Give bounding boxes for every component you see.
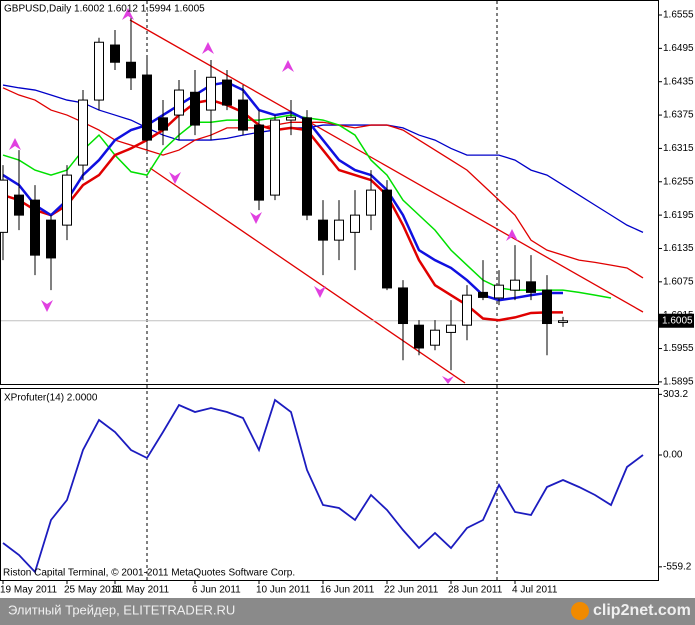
candle-body (286, 116, 296, 121)
x-tick-label: 31 May 2011 (112, 585, 170, 596)
line-series (2, 398, 644, 574)
fractal-up (282, 60, 294, 72)
x-tick-label: 25 May 2011 (64, 585, 122, 596)
candle-body (270, 119, 280, 196)
indicator-title: XProfuter(14) 2.0000 (4, 393, 98, 404)
y-tick-label: 1.6495 (663, 43, 694, 54)
footer-site: Элитный Трейдер, ELITETRADER.RU (8, 602, 235, 617)
candle-body (158, 117, 168, 131)
y-tick-label: 0.00 (663, 450, 683, 461)
candle-body (526, 281, 536, 293)
x-tick-label: 10 Jun 2011 (256, 585, 311, 596)
fractal-up (122, 8, 134, 20)
y-tick-label: 1.6195 (663, 210, 694, 221)
candle-body (190, 91, 200, 126)
fractal-down (41, 300, 53, 312)
indicator-pane (0, 388, 659, 581)
fractal-up (202, 42, 214, 54)
logo-icon (571, 602, 589, 620)
candle-body (302, 117, 312, 216)
fractal-down (314, 286, 326, 298)
candle-body (334, 219, 344, 241)
x-tick-label: 16 Jun 2011 (320, 585, 375, 596)
y-tick-label: 1.6255 (663, 176, 694, 187)
candle-body (0, 179, 8, 233)
x-tick-label: 28 Jun 2011 (448, 585, 503, 596)
line-series (2, 80, 563, 302)
fractal-up (506, 229, 518, 241)
candle-body (350, 214, 360, 233)
candle-body (318, 219, 328, 241)
y-tick-label: 1.6555 (663, 10, 694, 21)
x-tick-label: 6 Jun 2011 (192, 585, 241, 596)
candle-body (366, 189, 376, 216)
y-tick-label: 1.6075 (663, 276, 694, 287)
chart-title: GBPUSD,Daily 1.6002 1.6012 1.5994 1.6005 (4, 4, 205, 15)
candle-body (14, 194, 24, 216)
candle-body (94, 41, 104, 101)
footer-logo: clip2net.com (593, 602, 691, 619)
candle-body (62, 174, 72, 226)
x-tick-label: 4 Jul 2011 (512, 585, 558, 596)
line-series (2, 87, 644, 279)
candle-body (494, 284, 504, 299)
fractal-down (169, 172, 181, 184)
fractal-up (9, 138, 21, 150)
candle-body (398, 287, 408, 325)
candle-body (238, 99, 248, 131)
fractal-markers (9, 8, 518, 384)
candle-body (510, 279, 520, 291)
candle-body (478, 291, 488, 298)
candle-body (542, 289, 552, 325)
candle-body (414, 324, 424, 349)
plot: 1.6555 1.6495 1.6435 1.6375 1.6315 1.6255 1.61… (0, 10, 694, 596)
y-tick-label: -559.2 (663, 561, 692, 572)
candle-body (30, 199, 40, 256)
candle-body (462, 294, 472, 326)
candle-body (46, 219, 56, 259)
fractal-down (250, 212, 262, 224)
fractal-down (442, 376, 454, 384)
candle-body (142, 74, 152, 141)
candle-body (206, 76, 216, 111)
y-tick-label: 1.6435 (663, 76, 694, 87)
candle-body (430, 329, 440, 346)
candle-body (254, 124, 264, 201)
copyright: Riston Capital Terminal, © 2001-2011 Met… (3, 568, 295, 579)
background (0, 0, 695, 598)
channel-line (149, 167, 466, 384)
candle-body (126, 61, 136, 79)
price-box (659, 313, 694, 328)
y-tick-label: 1.5895 (663, 377, 694, 388)
line-series (2, 84, 644, 233)
candle-body (222, 79, 232, 106)
x-tick-label: 19 May 2011 (0, 585, 58, 596)
y-tick-label: 1.5955 (663, 343, 694, 354)
y-tick-label: 303.2 (663, 389, 688, 400)
candle-body (446, 324, 456, 333)
channel-line (129, 19, 644, 313)
candle-body (78, 99, 88, 166)
y-tick-label: 1.6315 (663, 143, 694, 154)
candle-body (174, 89, 184, 116)
candle-body (110, 44, 120, 63)
y-tick-label: 1.6375 (663, 110, 694, 121)
candle-body (558, 320, 568, 323)
y-tick-label: 1.6135 (663, 243, 694, 254)
price-label: 1.6005 (662, 315, 693, 326)
x-tick-label: 22 Jun 2011 (384, 585, 439, 596)
candle-body (382, 189, 392, 289)
